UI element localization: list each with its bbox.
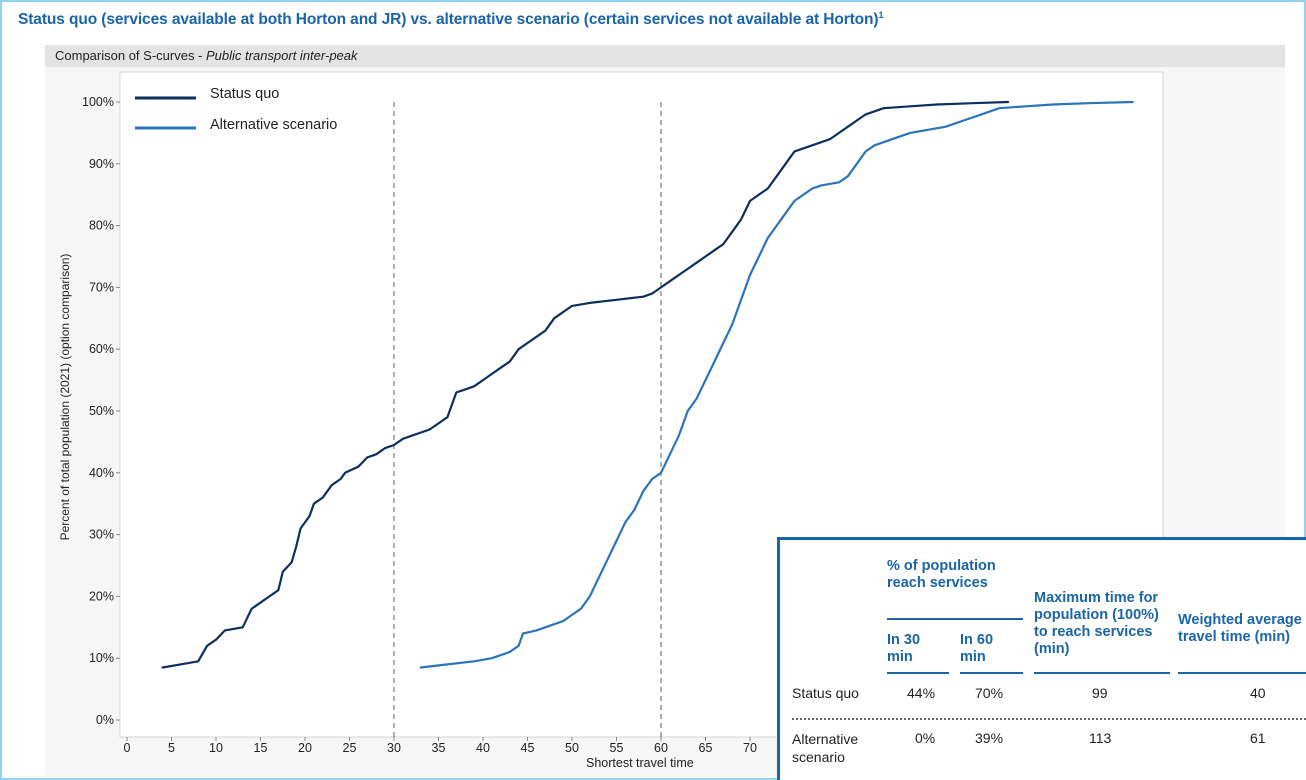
x-tick-label: 10 xyxy=(209,741,223,755)
x-tick-label: 40 xyxy=(476,741,490,755)
x-axis-title: Shortest travel time xyxy=(586,756,694,770)
col-weighted-avg-underline xyxy=(1178,672,1306,674)
cell-status-quo-max: 99 xyxy=(1092,685,1108,701)
y-tick-label: 50% xyxy=(89,404,114,418)
col-header-max-time: Maximum time for population (100%) to re… xyxy=(1034,590,1159,657)
summary-table: % of population reach services In 30 min… xyxy=(777,537,1306,780)
cell-alternative-max: 113 xyxy=(1089,730,1112,746)
legend-label-alternative: Alternative scenario xyxy=(210,117,338,133)
y-tick-label: 20% xyxy=(89,589,114,603)
series-line-alternative xyxy=(419,100,1134,669)
x-tick-label: 20 xyxy=(298,741,312,755)
row-divider xyxy=(792,718,1306,720)
y-tick-label: 0% xyxy=(96,713,114,727)
col-header-weighted-avg: Weighted average travel time (min) xyxy=(1178,612,1302,645)
y-tick-label: 60% xyxy=(89,342,114,356)
x-tick-label: 5 xyxy=(168,741,175,755)
col-max-time-underline xyxy=(1034,672,1170,674)
x-tick-label: 50 xyxy=(565,741,579,755)
group-header-percent-reach: % of population reach services xyxy=(887,558,996,591)
cell-status-quo-30: 44% xyxy=(907,685,936,701)
y-tick-label: 100% xyxy=(82,95,114,109)
x-tick-label: 0 xyxy=(124,741,131,755)
cell-alternative-30: 0% xyxy=(915,730,936,746)
x-tick-label: 70 xyxy=(743,741,757,755)
panel-header xyxy=(45,45,1285,67)
series-line-status-quo xyxy=(161,100,1010,669)
x-tick-label: 65 xyxy=(699,741,713,755)
x-tick-label: 55 xyxy=(610,741,624,755)
y-tick-label: 90% xyxy=(89,157,114,171)
y-tick-label: 40% xyxy=(89,466,114,480)
cell-alternative-60: 39% xyxy=(975,730,1004,746)
legend-label-status-quo: Status quo xyxy=(210,86,280,102)
cell-alternative-avg: 61 xyxy=(1250,730,1266,746)
x-tick-label: 45 xyxy=(521,741,535,755)
x-tick-label: 60 xyxy=(654,741,668,755)
row-label-status-quo: Status quo xyxy=(792,685,859,701)
col-60min-underline xyxy=(960,672,1023,674)
group-header-underline xyxy=(887,618,1023,620)
figure-title: Status quo (services available at both H… xyxy=(18,10,884,29)
x-tick-label: 35 xyxy=(432,741,446,755)
panel-subtitle: Comparison of S-curves - Public transpor… xyxy=(55,48,358,63)
col-header-30min: In 30 min xyxy=(887,632,921,665)
y-tick-label: 80% xyxy=(89,219,114,233)
row-label-alternative: Alternative scenario xyxy=(792,731,859,765)
x-tick-label: 30 xyxy=(387,741,401,755)
y-tick-label: 10% xyxy=(89,651,114,665)
x-tick-label: 25 xyxy=(343,741,357,755)
col-30min-underline xyxy=(887,672,949,674)
y-tick-label: 30% xyxy=(89,528,114,542)
y-tick-label: 70% xyxy=(89,280,114,294)
y-axis-title: Percent of total population (2021) (opti… xyxy=(58,253,72,541)
cell-status-quo-60: 70% xyxy=(975,685,1004,701)
x-tick-label: 15 xyxy=(254,741,268,755)
cell-status-quo-avg: 40 xyxy=(1250,685,1266,701)
col-header-60min: In 60 min xyxy=(960,632,994,665)
